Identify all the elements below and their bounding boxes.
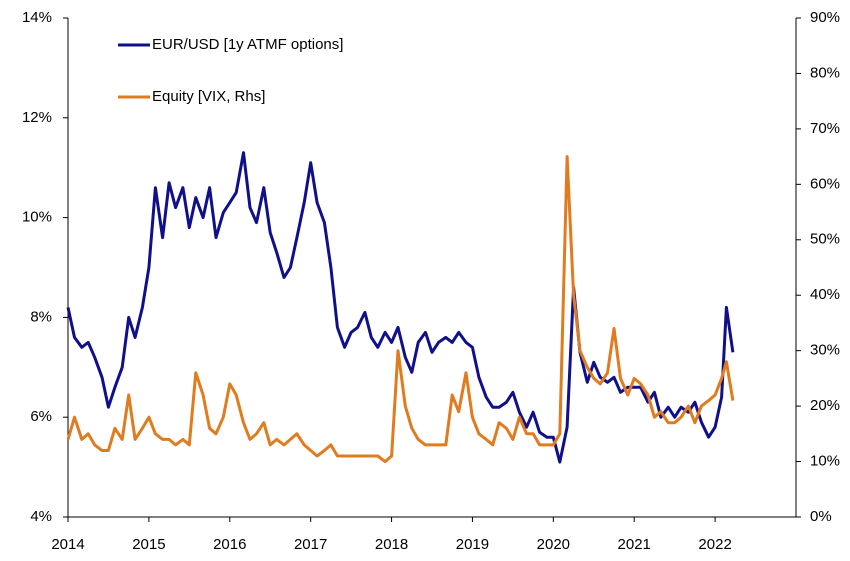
series-line — [66, 151, 735, 464]
legend-label: EUR/USD [1y ATMF options] — [152, 36, 343, 53]
y2-tick-label: 50% — [810, 231, 840, 248]
y-tick-label: 8% — [30, 308, 52, 325]
x-tick-label: 2021 — [618, 536, 651, 553]
legend-label: Equity [VIX, Rhs] — [152, 88, 265, 105]
y2-tick-label: 10% — [810, 453, 840, 470]
y2-tick-label: 0% — [810, 508, 832, 525]
y2-tick-label: 60% — [810, 175, 840, 192]
x-tick-label: 2015 — [132, 536, 165, 553]
y2-tick-label: 90% — [810, 9, 840, 26]
x-tick-label: 2017 — [294, 536, 327, 553]
y2-tick-label: 70% — [810, 120, 840, 137]
x-tick-label: 2019 — [456, 536, 489, 553]
x-tick-label: 2014 — [51, 536, 84, 553]
x-tick-label: 2016 — [213, 536, 246, 553]
y-tick-label: 12% — [22, 109, 52, 126]
x-tick-label: 2018 — [375, 536, 408, 553]
series-line — [66, 155, 735, 464]
y2-tick-label: 30% — [810, 342, 840, 359]
x-tick-label: 2020 — [537, 536, 570, 553]
y-tick-label: 10% — [22, 209, 52, 226]
y2-tick-label: 80% — [810, 64, 840, 81]
y2-tick-label: 20% — [810, 397, 840, 414]
y2-tick-label: 40% — [810, 286, 840, 303]
x-tick-label: 2022 — [698, 536, 731, 553]
y-tick-label: 6% — [30, 408, 52, 425]
y-tick-label: 4% — [30, 508, 52, 525]
y-tick-label: 14% — [22, 9, 52, 26]
